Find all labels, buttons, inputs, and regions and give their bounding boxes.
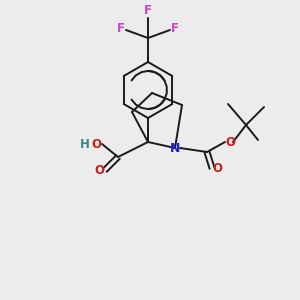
Text: O: O	[91, 137, 101, 151]
Text: H: H	[80, 137, 90, 151]
Text: N: N	[170, 142, 180, 154]
Text: F: F	[117, 22, 125, 35]
Text: O: O	[212, 163, 222, 176]
Text: F: F	[144, 4, 152, 17]
Text: O: O	[94, 164, 104, 178]
Text: F: F	[171, 22, 179, 35]
Text: O: O	[225, 136, 235, 148]
